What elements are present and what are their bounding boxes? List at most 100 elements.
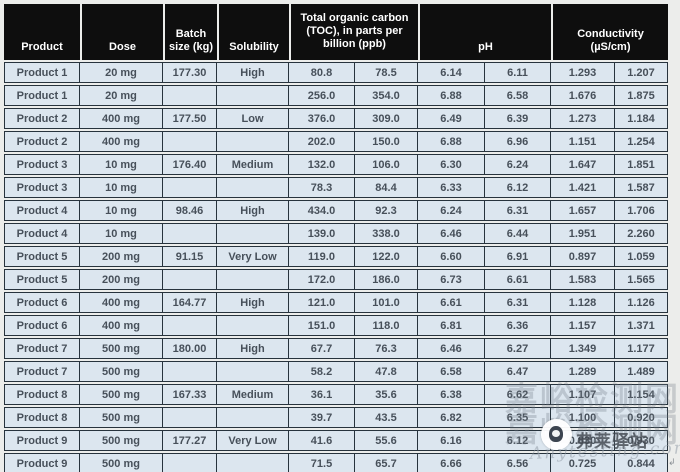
header-dose: Dose [80,4,163,60]
table-cell: 6.73 [418,269,485,290]
table-cell [217,85,289,106]
table-cell: 1.657 [551,200,616,221]
table-cell: 338.0 [355,223,418,244]
table-cell: Low [217,108,289,129]
table-cell: High [217,338,289,359]
table-cell: 1.875 [615,85,669,106]
table-cell: 309.0 [355,108,418,129]
table-row: Product 8 500 mg 39.7 43.5 6.82 6.35 1.100 0.92… [4,407,669,428]
table-cell: 6.38 [418,384,485,405]
table-cell: 36.1 [289,384,355,405]
table-cell: Product 4 [4,200,80,221]
table-row: Product 2 400 mg 202.0 150.0 6.88 6.96 1.151 1.… [4,131,669,152]
table-cell: 500 mg [80,384,163,405]
table-cell: High [217,62,289,83]
table-row: Product 4 10 mg 139.0 338.0 6.46 6.44 1.951 2.2… [4,223,669,244]
table-cell: 6.33 [418,177,485,198]
watermark-account-text: 弗莱驿站 [576,432,648,451]
header-product: Product [4,4,80,60]
table-cell: 1.583 [551,269,616,290]
table-cell: 0.725 [551,453,616,472]
table-cell: 6.96 [485,131,552,152]
table-cell: 6.35 [485,407,552,428]
table-cell [217,223,289,244]
table-cell: 500 mg [80,338,163,359]
table-cell: 202.0 [289,131,355,152]
table-cell: 1.489 [615,361,669,382]
table-cell: 1.128 [551,292,616,313]
table-cell: 1.565 [615,269,669,290]
table-cell: 256.0 [289,85,355,106]
table-cell: 186.0 [355,269,418,290]
table-cell: 1.157 [551,315,616,336]
table-row: Product 7 500 mg 180.00 High 67.7 76.3 6.46 6.2… [4,338,669,359]
table-cell: 1.706 [615,200,669,221]
header-conductivity: Conductivity (µS/cm) [551,4,669,60]
table-cell [163,453,217,472]
table-cell: 6.46 [418,223,485,244]
table-cell: 6.24 [418,200,485,221]
table-cell: 400 mg [80,108,163,129]
table-cell: Medium [217,384,289,405]
table-cell: 41.6 [289,430,355,451]
table-cell: 118.0 [355,315,418,336]
table-cell: 400 mg [80,292,163,313]
table-row: Product 7 500 mg 58.2 47.8 6.58 6.47 1.289 1.48… [4,361,669,382]
table-cell: 6.88 [418,85,485,106]
table-cell: 78.5 [355,62,418,83]
table-cell: Product 3 [4,177,80,198]
table-cell: High [217,200,289,221]
table-cell: 6.81 [418,315,485,336]
table-cell: 150.0 [355,131,418,152]
table-cell: 92.3 [355,200,418,221]
table-cell: 500 mg [80,361,163,382]
table-cell: 132.0 [289,154,355,175]
table-cell: 2.260 [615,223,669,244]
table-cell: 164.77 [163,292,217,313]
table-body: Product 1 20 mg 177.30 High 80.8 78.5 6.14 6.11… [4,62,669,472]
table-cell: 6.61 [485,269,552,290]
table-cell: 6.56 [485,453,552,472]
table-cell: 101.0 [355,292,418,313]
table-cell [217,361,289,382]
table-cell: 500 mg [80,430,163,451]
table-cell [163,407,217,428]
table-cell: 6.46 [418,338,485,359]
table-cell: 354.0 [355,85,418,106]
table-cell: 0.930 [615,430,669,451]
table-cell: 6.44 [485,223,552,244]
table-cell: 500 mg [80,407,163,428]
table-cell: 1.647 [551,154,616,175]
table-cell: 180.00 [163,338,217,359]
table-cell: Very Low [217,430,289,451]
table-cell: 177.27 [163,430,217,451]
table-cell [217,131,289,152]
table-cell: 80.8 [289,62,355,83]
table-cell: 67.7 [289,338,355,359]
table-cell: 1.349 [551,338,616,359]
table-cell: 6.36 [485,315,552,336]
table-cell: Product 2 [4,131,80,152]
table-row: Product 9 500 mg 177.27 Very Low 41.6 55.6 6.1… [4,430,669,451]
table-cell [217,407,289,428]
table-row: Product 5 200 mg 91.15 Very Low 119.0 122.0 6.… [4,246,669,267]
table-cell: 6.82 [418,407,485,428]
table-cell: Product 1 [4,85,80,106]
table-cell: 6.12 [485,177,552,198]
table-cell: Product 6 [4,315,80,336]
table-cell: 71.5 [289,453,355,472]
table-row: Product 6 400 mg 151.0 118.0 6.81 6.36 1.157 1.… [4,315,669,336]
table-cell: 1.184 [615,108,669,129]
table-row: Product 1 20 mg 177.30 High 80.8 78.5 6.14 6.11… [4,62,669,83]
table-cell: 1.273 [551,108,616,129]
table-cell: 6.30 [418,154,485,175]
table-cell: 6.31 [485,292,552,313]
table-cell: 10 mg [80,154,163,175]
table-cell: 6.47 [485,361,552,382]
table-cell [163,85,217,106]
table-cell: 376.0 [289,108,355,129]
table-cell: 172.0 [289,269,355,290]
table-cell: 0.897 [551,246,616,267]
table-cell: 78.3 [289,177,355,198]
